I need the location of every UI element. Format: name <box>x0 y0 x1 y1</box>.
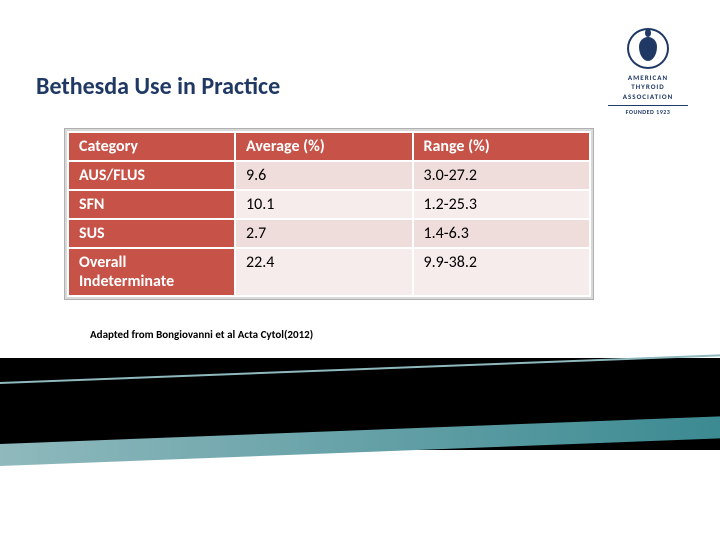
logo-text-line4: FOUNDED 1923 <box>608 105 688 116</box>
cell-average: 2.7 <box>235 219 412 248</box>
data-table-container: Category Average (%) Range (%) AUS/FLUS9… <box>64 128 594 300</box>
table-row: SFN10.11.2-25.3 <box>68 190 590 219</box>
col-average: Average (%) <box>235 132 412 161</box>
cell-range: 1.2-25.3 <box>413 190 591 219</box>
table-row: SUS2.71.4-6.3 <box>68 219 590 248</box>
col-range: Range (%) <box>413 132 591 161</box>
table-header-row: Category Average (%) Range (%) <box>68 132 590 161</box>
cell-category: Overall Indeterminate <box>68 248 235 296</box>
cell-category: AUS/FLUS <box>68 161 235 190</box>
cell-average: 22.4 <box>235 248 412 296</box>
cell-range: 9.9-38.2 <box>413 248 591 296</box>
table-row: AUS/FLUS9.63.0-27.2 <box>68 161 590 190</box>
attribution-text: Adapted from Bongiovanni et al Acta Cyto… <box>90 328 313 341</box>
logo-icon <box>627 28 669 69</box>
cell-average: 9.6 <box>235 161 412 190</box>
logo-text-line1: AMERICAN <box>628 73 668 82</box>
cell-average: 10.1 <box>235 190 412 219</box>
slide-title: Bethesda Use in Practice <box>36 72 280 101</box>
table-row: Overall Indeterminate22.49.9-38.2 <box>68 248 590 296</box>
data-table: Category Average (%) Range (%) AUS/FLUS9… <box>67 131 591 297</box>
cell-category: SUS <box>68 219 235 248</box>
cell-category: SFN <box>68 190 235 219</box>
logo-text-line3: ASSOCIATION <box>623 92 674 101</box>
cell-range: 3.0-27.2 <box>413 161 591 190</box>
col-category: Category <box>68 132 235 161</box>
cell-range: 1.4-6.3 <box>413 219 591 248</box>
logo: AMERICAN THYROID ASSOCIATION FOUNDED 192… <box>604 28 692 116</box>
logo-text-line2: THYROID <box>631 82 664 91</box>
